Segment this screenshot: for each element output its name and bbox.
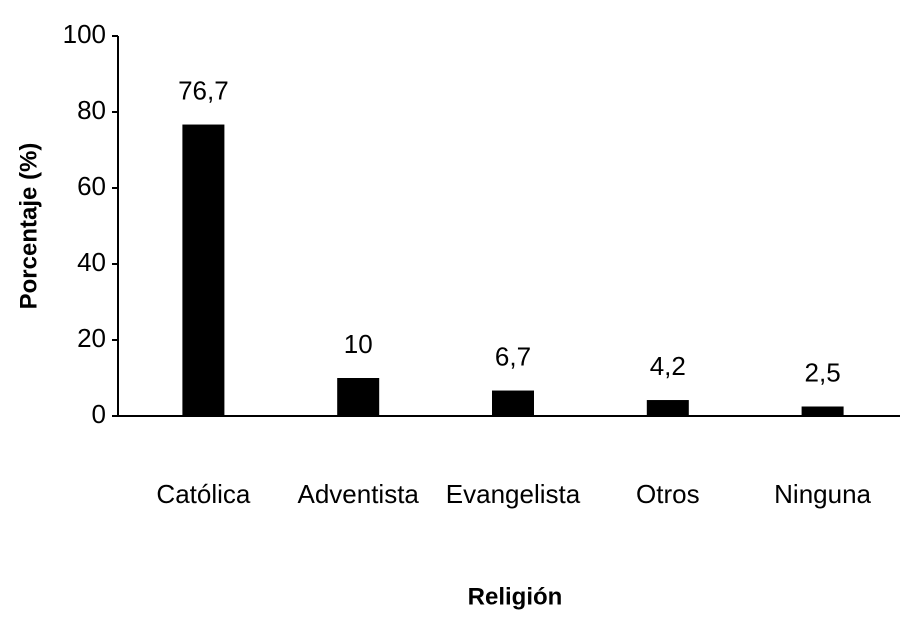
value-label: 2,5 (805, 357, 841, 387)
x-tick-label: Evangelista (446, 479, 581, 509)
bar (801, 406, 844, 416)
x-tick-label: Ninguna (774, 479, 871, 509)
value-label: 10 (344, 329, 373, 359)
bar (492, 390, 534, 416)
y-tick-label: 20 (77, 323, 106, 353)
value-label: 4,2 (650, 351, 686, 381)
y-tick-label: 40 (77, 247, 106, 277)
value-label: 6,7 (495, 341, 531, 371)
x-tick-label: Católica (156, 479, 250, 509)
bar (646, 400, 689, 416)
value-label: 76,7 (178, 75, 229, 105)
bar (337, 378, 380, 416)
x-tick-label: Otros (636, 479, 700, 509)
y-axis-title: Porcentaje (%) (15, 143, 42, 310)
x-axis-title: Religión (468, 583, 563, 610)
x-tick-label: Adventista (297, 479, 419, 509)
y-tick-label: 100 (63, 19, 106, 49)
y-tick-label: 80 (77, 95, 106, 125)
bar (182, 124, 225, 416)
y-tick-label: 60 (77, 171, 106, 201)
y-tick-label: 0 (92, 399, 106, 429)
